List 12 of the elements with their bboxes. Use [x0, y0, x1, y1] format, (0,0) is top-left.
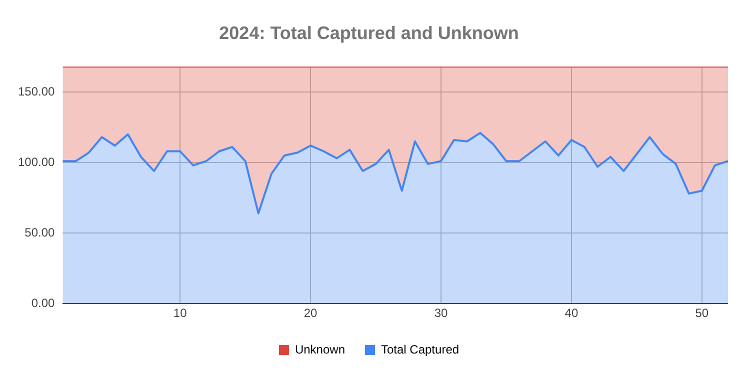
- legend-label: Unknown: [294, 342, 345, 356]
- legend-label: Total Captured: [380, 342, 460, 356]
- x-tick-label: 10: [173, 306, 188, 320]
- x-tick-label: 50: [695, 306, 709, 320]
- x-tick-label: 40: [564, 306, 578, 320]
- y-tick-label: 150.00: [18, 84, 56, 98]
- y-tick-label: 50.00: [24, 225, 56, 240]
- chart-title: 2024: Total Captured and Unknown: [219, 22, 519, 43]
- y-tick-label: 0.00: [31, 296, 56, 310]
- y-tick-label: 100.00: [18, 154, 56, 169]
- x-tick-label: 20: [304, 306, 318, 320]
- x-tick-label: 30: [434, 306, 448, 320]
